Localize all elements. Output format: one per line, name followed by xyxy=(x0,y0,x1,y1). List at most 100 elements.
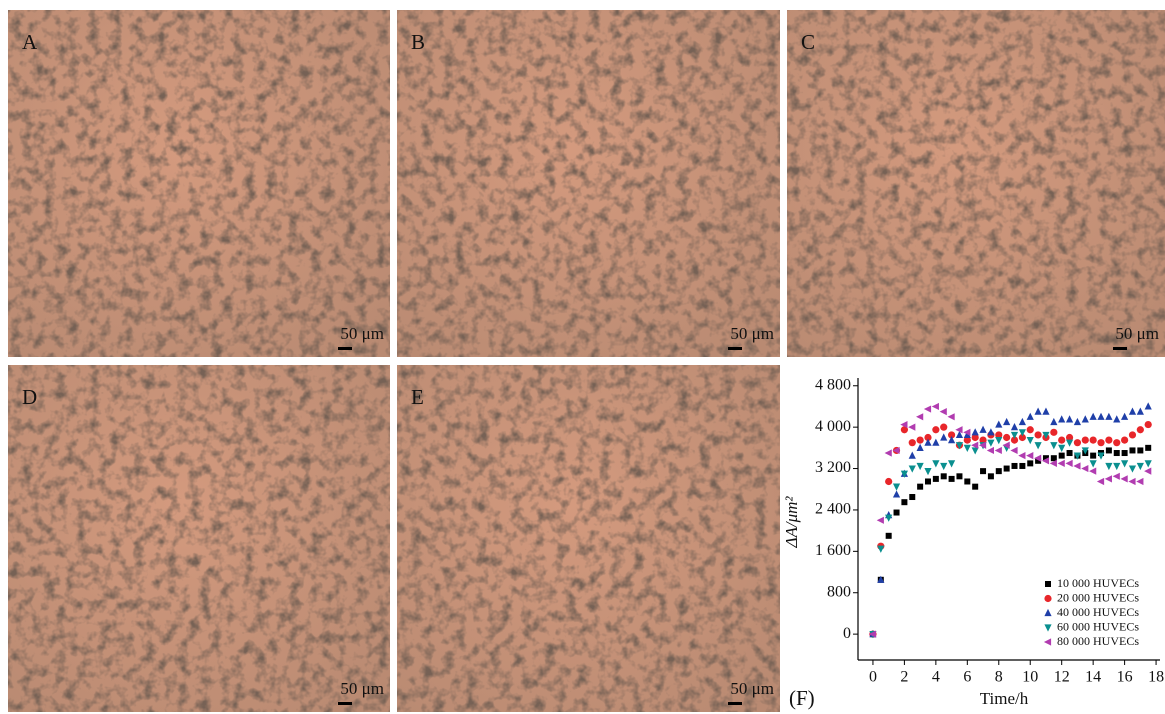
micrograph-panel: E 50 μm xyxy=(397,365,780,712)
panel-label: E xyxy=(411,385,424,409)
point xyxy=(956,473,963,480)
point xyxy=(1010,423,1019,431)
point xyxy=(876,516,884,524)
point xyxy=(987,439,995,447)
point xyxy=(1003,433,1011,442)
point xyxy=(1144,402,1152,410)
cell-texture xyxy=(397,10,780,357)
point xyxy=(947,435,956,444)
x-tick-label: 8 xyxy=(995,669,1003,686)
point xyxy=(1137,447,1144,454)
legend-label: 20 000 HUVECs xyxy=(1057,590,1139,604)
point xyxy=(963,430,971,439)
point xyxy=(916,436,924,444)
panel-label: A xyxy=(22,30,38,54)
point xyxy=(1019,462,1026,469)
point xyxy=(892,446,900,455)
point xyxy=(932,475,939,482)
x-tick-label: 6 xyxy=(963,669,971,686)
point xyxy=(963,428,971,436)
point xyxy=(1113,450,1120,457)
point xyxy=(1128,477,1136,486)
point xyxy=(1081,464,1089,473)
point xyxy=(908,423,916,431)
point xyxy=(1034,431,1042,439)
point xyxy=(1128,431,1137,439)
cell-texture xyxy=(8,365,390,712)
point xyxy=(923,405,932,413)
point xyxy=(1010,446,1018,455)
point xyxy=(1145,444,1152,451)
scale-bar-label: 50 μm xyxy=(730,324,774,343)
point xyxy=(1058,444,1066,452)
point xyxy=(1105,412,1113,420)
scale-bar-label: 50 μm xyxy=(1115,324,1159,343)
x-tick-label: 2 xyxy=(900,669,908,686)
point xyxy=(1065,433,1074,442)
point xyxy=(931,402,939,411)
point xyxy=(885,532,892,539)
point xyxy=(947,460,956,468)
point xyxy=(980,468,987,475)
legend-label: 60 000 HUVECs xyxy=(1057,619,1139,633)
point xyxy=(963,436,971,444)
point xyxy=(1058,452,1065,459)
point xyxy=(1097,452,1105,460)
point xyxy=(1033,454,1042,462)
point xyxy=(924,433,932,442)
point xyxy=(1049,459,1057,467)
point xyxy=(1073,439,1082,447)
point xyxy=(1121,412,1129,420)
x-tick-label: 12 xyxy=(1054,669,1070,686)
point xyxy=(972,483,979,490)
point xyxy=(884,449,892,457)
x-tick-label: 14 xyxy=(1085,669,1101,686)
point xyxy=(868,630,877,638)
point xyxy=(955,430,964,439)
scale-bar xyxy=(338,702,352,705)
point xyxy=(1027,460,1034,467)
legend-marker xyxy=(1044,624,1052,632)
point xyxy=(916,413,924,421)
y-tick-label: 0 xyxy=(843,625,851,642)
point xyxy=(1113,439,1121,447)
point xyxy=(1065,439,1074,447)
point xyxy=(1112,472,1120,480)
point xyxy=(908,451,916,459)
point xyxy=(940,433,948,441)
point xyxy=(1003,417,1011,426)
point xyxy=(1003,465,1010,472)
point xyxy=(1002,441,1010,449)
point xyxy=(1136,426,1144,434)
point xyxy=(1089,436,1097,444)
scale-bar-label: 50 μm xyxy=(340,679,384,698)
micrograph-panel: A 50 μm xyxy=(8,10,390,357)
point xyxy=(924,468,932,476)
micrograph-panel: C 50 μm xyxy=(787,10,1165,357)
point xyxy=(900,470,909,478)
point xyxy=(1113,462,1121,471)
point xyxy=(994,446,1002,455)
point xyxy=(1050,442,1058,450)
point xyxy=(1050,428,1058,436)
legend-marker xyxy=(1045,581,1051,587)
point xyxy=(1050,455,1057,462)
point xyxy=(1089,467,1097,475)
point xyxy=(932,426,940,434)
point xyxy=(987,428,995,436)
point xyxy=(1010,431,1019,440)
x-tick-label: 0 xyxy=(869,669,877,686)
point xyxy=(979,425,987,433)
x-axis-title: Time/h xyxy=(980,689,1029,708)
point xyxy=(979,436,987,444)
point xyxy=(1121,460,1129,468)
point xyxy=(1042,407,1050,415)
point xyxy=(940,423,948,431)
point xyxy=(1121,450,1128,457)
panel-label: (F) xyxy=(789,686,815,710)
point xyxy=(995,420,1003,428)
point xyxy=(971,447,979,455)
point xyxy=(901,499,908,506)
point xyxy=(900,420,908,429)
point xyxy=(932,460,940,468)
